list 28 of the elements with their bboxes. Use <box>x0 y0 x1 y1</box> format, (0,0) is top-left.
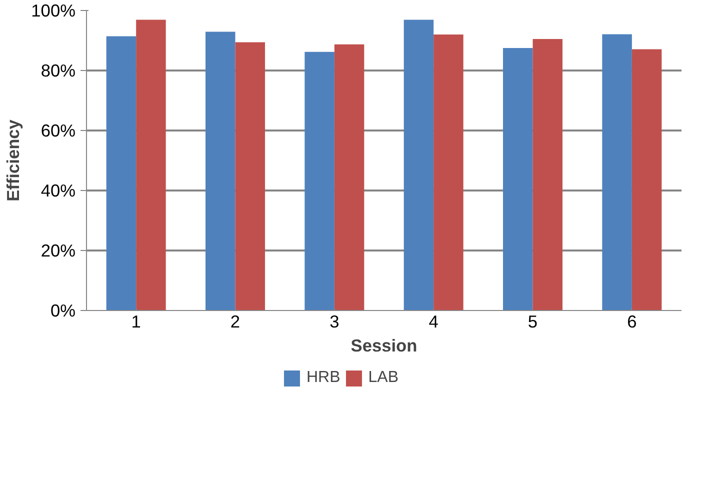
x-axis-title: Session <box>350 336 418 356</box>
y-axis-title: Efficiency <box>3 119 24 202</box>
y-tick-label: 0% <box>50 300 76 320</box>
bar <box>136 20 166 310</box>
x-tick-label: 4 <box>428 312 439 332</box>
bar <box>632 49 662 310</box>
bar <box>304 52 334 310</box>
bar <box>434 34 464 310</box>
bar <box>503 48 533 310</box>
x-tick-label: 3 <box>330 312 340 332</box>
bar <box>602 34 632 310</box>
legend-label: HRB <box>306 369 340 387</box>
y-tick-label: 80% <box>40 60 76 80</box>
x-tick-label: 1 <box>131 312 141 332</box>
y-tick-label: 20% <box>40 240 76 260</box>
x-tick-label: 6 <box>627 312 637 332</box>
y-tick-label: 100% <box>31 0 76 20</box>
y-tick-label: 60% <box>40 120 76 140</box>
bar <box>532 39 562 310</box>
legend-label: LAB <box>368 369 399 387</box>
bar <box>106 36 136 310</box>
bar <box>235 42 265 310</box>
bar <box>206 32 236 310</box>
x-tick-label: 2 <box>230 312 240 332</box>
y-tick-label: 40% <box>40 180 76 200</box>
bar <box>334 44 364 310</box>
bar <box>404 20 434 310</box>
x-tick-label: 5 <box>528 312 538 332</box>
